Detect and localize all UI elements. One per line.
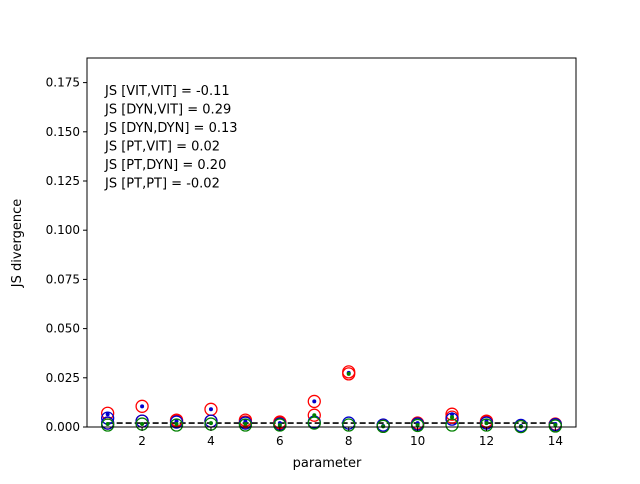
y-tick-label-1: 0.025 xyxy=(46,371,80,385)
series-2-point-0 xyxy=(105,412,110,417)
x-tick-label-4: 10 xyxy=(410,434,425,448)
series-4-point-11 xyxy=(484,421,489,426)
axes-layer: 2 4 6 8 10 12 14 0.000 0.025 0.050 0.075 0.100 0.125… xyxy=(46,57,577,448)
y-tick-label-0: 0.000 xyxy=(46,420,80,434)
annotation-2: JS [DYN,DYN] = 0.13 xyxy=(104,121,238,136)
series-3-point-0 xyxy=(101,418,115,432)
x-axis-label: parameter xyxy=(293,456,362,471)
series-3-point-2 xyxy=(169,418,184,432)
series-3-point-9 xyxy=(410,418,425,433)
series-4-point-7 xyxy=(346,371,351,376)
y-tick-label-3: 0.075 xyxy=(46,272,80,286)
series-0-point-12 xyxy=(307,394,321,409)
annotation-0: JS [VIT,VIT] = -0.11 xyxy=(104,84,230,99)
series-4-point-2 xyxy=(174,422,179,427)
series-3-point-5 xyxy=(273,418,287,432)
series-4-point-6 xyxy=(312,413,317,418)
x-tick-label-0: 2 xyxy=(138,434,146,448)
series-4-point-3 xyxy=(208,421,213,426)
series-2-point-2 xyxy=(174,419,179,424)
series-4-point-4 xyxy=(243,422,248,427)
series-4-point-1 xyxy=(140,422,145,427)
y-tick-label-2: 0.050 xyxy=(46,322,80,336)
series-4-point-9 xyxy=(415,423,420,428)
y-axis-label: JS divergence xyxy=(10,199,25,289)
series-0-point-2 xyxy=(135,399,149,413)
series-0-point-20 xyxy=(445,407,459,421)
series-3-point-11 xyxy=(479,418,494,432)
series-3-point-13 xyxy=(548,419,562,433)
annotation-4: JS [PT,DYN] = 0.20 xyxy=(104,158,226,173)
series-4-point-0 xyxy=(105,422,110,427)
series-2-point-4 xyxy=(243,419,248,424)
annotation-layer: JS [VIT,VIT] = -0.11 JS [DYN,VIT] = 0.29 J… xyxy=(104,84,238,192)
series-4-point-5 xyxy=(277,423,282,428)
series-1-point-3 xyxy=(169,415,184,429)
y-tick-label-5: 0.125 xyxy=(46,174,80,188)
annotation-3: JS [PT,VIT] = 0.02 xyxy=(104,140,220,155)
series-2-point-6 xyxy=(312,399,317,404)
series-3-point-4 xyxy=(238,418,253,432)
plot-frame xyxy=(86,57,577,428)
x-tick-label-3: 8 xyxy=(345,434,353,448)
series-4-point-10 xyxy=(450,415,455,420)
y-tick-label-7: 0.175 xyxy=(46,76,80,90)
series-4-point-13 xyxy=(553,423,558,428)
annotation-1: JS [DYN,VIT] = 0.29 xyxy=(104,103,231,118)
series-2-point-3 xyxy=(208,407,213,412)
series-2-point-1 xyxy=(140,404,145,409)
x-tick-label-2: 6 xyxy=(276,434,284,448)
y-tick-label-4: 0.100 xyxy=(46,223,80,237)
series-0-point-15 xyxy=(342,367,356,381)
series-3-point-7 xyxy=(342,418,356,432)
series-2-point-10 xyxy=(450,412,455,417)
series-4-point-8 xyxy=(381,424,386,429)
series-3-point-8 xyxy=(376,419,390,434)
y-tick-label-6: 0.150 xyxy=(46,125,80,139)
x-tick-label-1: 4 xyxy=(207,434,215,448)
x-tick-label-6: 14 xyxy=(548,434,563,448)
annotation-5: JS [PT,PT] = -0.02 xyxy=(104,177,220,192)
x-tick-label-5: 12 xyxy=(479,434,494,448)
series-0-point-13 xyxy=(307,408,321,422)
